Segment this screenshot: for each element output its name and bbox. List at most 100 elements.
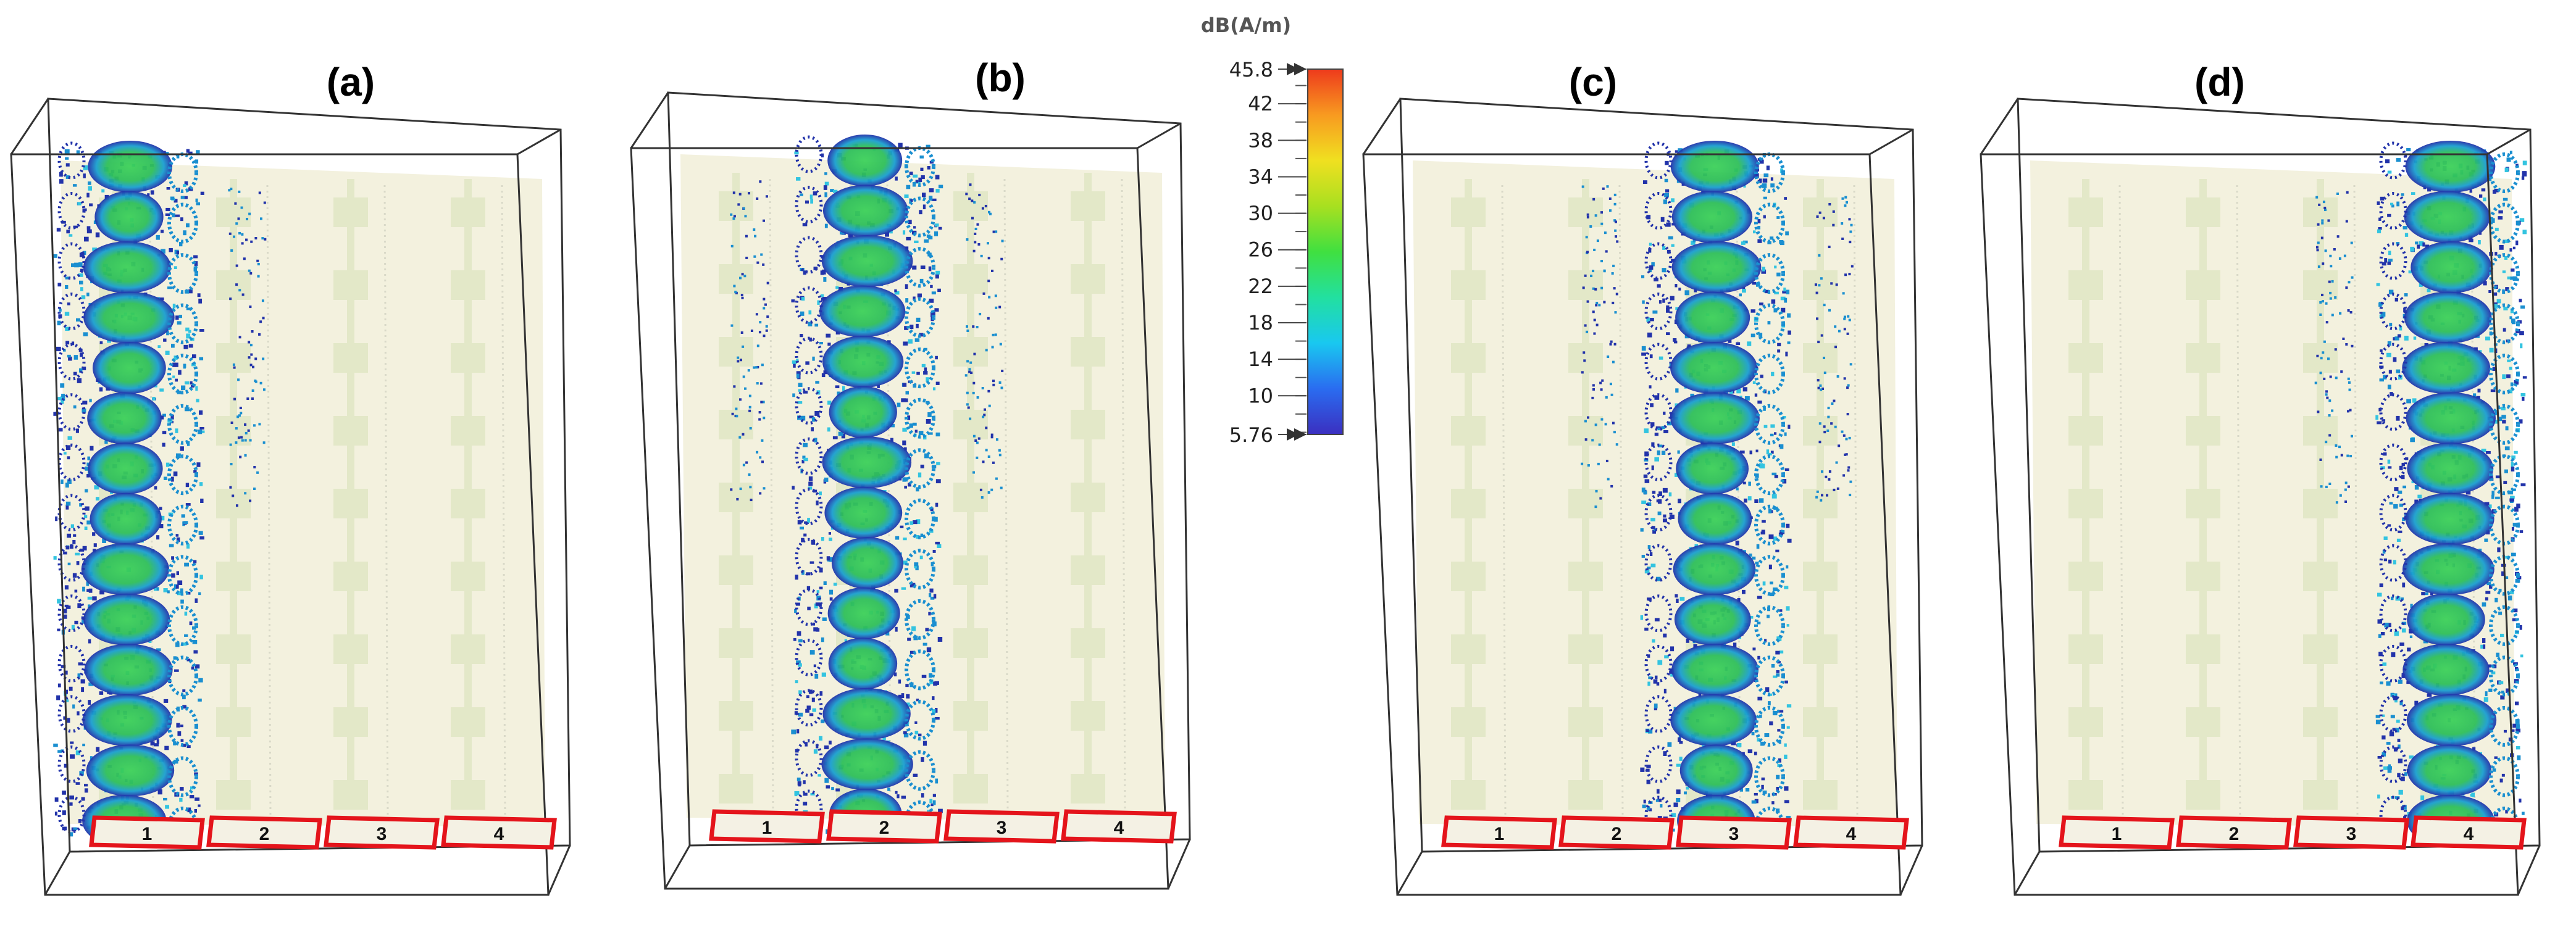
field-dot bbox=[88, 682, 94, 686]
trace-pad bbox=[451, 634, 485, 664]
port-4[interactable]: 4 bbox=[2411, 815, 2527, 850]
port-outline[interactable] bbox=[89, 815, 205, 850]
port-1[interactable]: 1 bbox=[2059, 815, 2175, 850]
field-dot bbox=[2380, 312, 2386, 317]
port-2[interactable]: 2 bbox=[206, 815, 322, 850]
coupling-dot bbox=[2349, 409, 2352, 412]
field-dot bbox=[180, 196, 185, 199]
field-dot bbox=[914, 338, 920, 342]
field-dot bbox=[1646, 729, 1649, 732]
field-dot bbox=[895, 536, 900, 540]
port-3[interactable]: 3 bbox=[324, 815, 440, 850]
coupling-dot bbox=[1821, 494, 1824, 497]
field-dot bbox=[196, 399, 199, 402]
port-4[interactable]: 4 bbox=[441, 815, 557, 850]
port-outline[interactable] bbox=[1061, 809, 1177, 844]
field-dot bbox=[2519, 625, 2522, 630]
field-dot bbox=[156, 535, 160, 540]
coupling-dot bbox=[229, 486, 232, 489]
colorbar-min-arrow-icon[interactable] bbox=[1287, 428, 1307, 441]
field-dot bbox=[803, 792, 808, 796]
port-2[interactable]: 2 bbox=[2176, 815, 2292, 850]
port-1[interactable]: 1 bbox=[709, 809, 825, 844]
port-3[interactable]: 3 bbox=[2293, 815, 2409, 850]
field-dot bbox=[79, 252, 85, 257]
field-dot bbox=[1649, 243, 1652, 246]
field-dot bbox=[2401, 193, 2404, 196]
field-dot bbox=[165, 462, 170, 467]
coupling-dot bbox=[1822, 217, 1825, 220]
port-outline[interactable] bbox=[324, 815, 440, 850]
port-outline[interactable] bbox=[943, 809, 1060, 844]
field-dot bbox=[798, 389, 802, 392]
field-dot bbox=[2515, 745, 2520, 750]
field-side-lobe bbox=[1754, 504, 1785, 546]
coupling-dot bbox=[1821, 470, 1824, 473]
coupling-dot bbox=[984, 408, 987, 411]
coupling-dot bbox=[251, 330, 254, 333]
field-dot bbox=[2501, 407, 2506, 410]
port-outline[interactable] bbox=[2059, 815, 2175, 850]
field-dot bbox=[803, 533, 807, 537]
port-3[interactable]: 3 bbox=[943, 809, 1060, 844]
port-outline[interactable] bbox=[2411, 815, 2527, 850]
port-outline[interactable] bbox=[1676, 815, 1792, 850]
coupling-dot bbox=[733, 385, 736, 388]
field-dot bbox=[806, 572, 811, 576]
trace-pad bbox=[2068, 707, 2103, 737]
field-dot bbox=[832, 436, 838, 439]
field-dot bbox=[929, 160, 934, 164]
field-dot bbox=[1742, 550, 1746, 553]
coupling-dot bbox=[1001, 239, 1004, 243]
field-dot bbox=[201, 430, 205, 433]
port-1[interactable]: 1 bbox=[89, 815, 205, 850]
field-dot bbox=[915, 180, 919, 183]
port-3[interactable]: 3 bbox=[1676, 815, 1792, 850]
port-outline[interactable] bbox=[206, 815, 322, 850]
port-4[interactable]: 4 bbox=[1061, 809, 1177, 844]
field-lobe bbox=[822, 687, 911, 740]
field-dot bbox=[932, 387, 936, 391]
port-4[interactable]: 4 bbox=[1793, 815, 1909, 850]
field-dot bbox=[805, 708, 809, 713]
field-side-lobe bbox=[57, 393, 86, 431]
field-dot bbox=[86, 226, 91, 230]
field-dot bbox=[2515, 240, 2519, 246]
field-dot bbox=[194, 159, 199, 164]
port-outline[interactable] bbox=[1793, 815, 1909, 850]
field-dot bbox=[827, 427, 830, 432]
coupling-dot bbox=[972, 249, 976, 252]
port-2[interactable]: 2 bbox=[826, 809, 942, 844]
port-outline[interactable] bbox=[1441, 815, 1557, 850]
port-1[interactable]: 1 bbox=[1441, 815, 1557, 850]
field-side-lobe bbox=[2489, 404, 2520, 445]
port-outline[interactable] bbox=[826, 809, 942, 844]
coupling-dot bbox=[230, 188, 233, 191]
trace-pad bbox=[2303, 270, 2338, 300]
trace-pad bbox=[333, 780, 368, 810]
coupling-dot bbox=[1834, 325, 1837, 328]
trace-pad bbox=[216, 197, 251, 227]
field-dot bbox=[819, 586, 823, 590]
coupling-dot bbox=[249, 272, 253, 275]
coupling-dot bbox=[742, 463, 745, 467]
port-outline[interactable] bbox=[2293, 815, 2409, 850]
colorbar-max-arrow-icon[interactable] bbox=[1287, 63, 1307, 75]
field-dot bbox=[2491, 491, 2494, 496]
field-dot bbox=[73, 372, 77, 376]
port-outline[interactable] bbox=[709, 809, 825, 844]
port-outline[interactable] bbox=[1558, 815, 1675, 850]
field-dot bbox=[1644, 479, 1650, 483]
field-dot bbox=[2509, 389, 2512, 394]
port-outline[interactable] bbox=[441, 815, 557, 850]
field-dot bbox=[2483, 697, 2488, 702]
coupling-dot bbox=[982, 415, 985, 418]
field-dot bbox=[2412, 398, 2417, 403]
port-2[interactable]: 2 bbox=[1558, 815, 1675, 850]
coupling-dot bbox=[1828, 470, 1831, 473]
port-outline[interactable] bbox=[2176, 815, 2292, 850]
coupling-dot bbox=[1817, 386, 1820, 389]
field-dot bbox=[2514, 507, 2519, 512]
field-dot bbox=[1673, 341, 1678, 344]
coupling-dot bbox=[986, 242, 989, 245]
